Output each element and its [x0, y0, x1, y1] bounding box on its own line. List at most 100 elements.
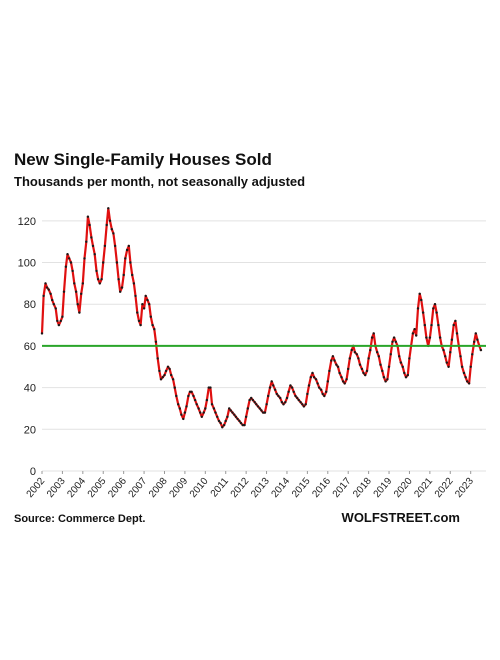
data-point [185, 405, 188, 408]
data-point [148, 303, 151, 306]
data-point [146, 298, 149, 302]
x-tick-label: 2007 [127, 476, 150, 500]
data-point [233, 413, 236, 416]
x-tick-label: 2021 [412, 476, 435, 500]
data-point [96, 278, 100, 281]
data-point [347, 367, 350, 371]
data-point [450, 338, 454, 341]
data-point [136, 311, 139, 314]
data-point [466, 380, 469, 383]
data-point [413, 328, 416, 331]
data-point [177, 403, 180, 406]
data-point [112, 232, 115, 235]
data-point [248, 398, 251, 402]
x-tick-label: 2014 [270, 476, 293, 500]
x-tick-label: 2019 [372, 476, 395, 500]
data-point [192, 394, 195, 398]
data-point [398, 355, 401, 358]
data-point [389, 353, 392, 356]
x-axis: 2002200320042005200620072008200920102011… [25, 471, 476, 500]
data-point [107, 207, 110, 210]
x-tick-label: 2010 [188, 476, 211, 500]
data-point [467, 382, 471, 385]
data-point [212, 407, 216, 410]
data-point [66, 253, 69, 256]
x-tick-label: 2011 [209, 476, 232, 500]
data-point [267, 394, 270, 398]
data-point [154, 340, 158, 343]
data-point [199, 411, 202, 414]
data-point [289, 384, 292, 387]
data-point [195, 403, 198, 406]
data-point [447, 365, 450, 368]
data-point [294, 394, 297, 398]
data-point [74, 290, 78, 293]
data-point [287, 390, 290, 393]
data-point [340, 376, 343, 379]
data-point [423, 323, 426, 327]
data-point [301, 403, 304, 406]
x-tick-label: 2013 [249, 476, 272, 500]
data-point [416, 307, 420, 310]
data-point [228, 407, 231, 410]
data-point [234, 415, 238, 418]
data-point [83, 257, 86, 260]
data-point [386, 378, 389, 381]
data-point [382, 376, 386, 379]
data-point [161, 376, 164, 379]
data-point [202, 411, 205, 414]
data-point [56, 319, 59, 323]
data-point [280, 401, 284, 404]
data-point [258, 407, 261, 410]
data-point [90, 236, 93, 239]
data-point [455, 332, 459, 335]
data-point [64, 265, 68, 268]
data-point [241, 423, 244, 427]
data-point [367, 357, 370, 360]
data-point [231, 411, 234, 414]
y-tick-label: 60 [24, 341, 36, 353]
data-point [164, 369, 168, 373]
data-point [190, 390, 193, 393]
data-point [110, 228, 114, 231]
source-note: Source: Commerce Dept. [14, 513, 146, 525]
data-point [357, 357, 360, 360]
data-point [163, 373, 166, 377]
data-point [216, 415, 219, 418]
data-point [318, 386, 321, 389]
brand-watermark: WOLFSTREET.com [341, 510, 460, 525]
data-point [85, 240, 88, 243]
x-tick-label: 2018 [351, 476, 374, 500]
data-point [132, 282, 136, 285]
data-point [102, 261, 105, 264]
data-point [338, 371, 341, 375]
data-point [170, 373, 173, 377]
data-point [80, 292, 83, 295]
data-point [270, 380, 273, 383]
data-point [151, 323, 154, 327]
data-point [323, 394, 326, 398]
y-axis: 0 20 40 60 80 100 120 [18, 216, 36, 478]
x-tick-label: 2005 [86, 476, 109, 500]
data-point [454, 319, 457, 323]
data-point [345, 378, 348, 381]
data-point [311, 371, 314, 375]
x-tick-label: 2004 [65, 476, 88, 500]
data-point [69, 261, 73, 264]
data-point [178, 407, 181, 410]
data-point [91, 244, 95, 248]
data-point [408, 357, 411, 360]
data-point [137, 319, 141, 323]
data-point [304, 403, 307, 406]
data-point [78, 311, 81, 314]
data-point [430, 323, 433, 327]
data-point [350, 348, 353, 352]
data-point [411, 332, 415, 335]
data-point [428, 336, 432, 339]
x-tick-label: 2016 [310, 476, 333, 500]
data-point [268, 386, 272, 389]
data-point [127, 244, 130, 248]
data-point [125, 248, 129, 252]
y-tick-label: 100 [18, 258, 36, 270]
data-point [399, 361, 403, 364]
